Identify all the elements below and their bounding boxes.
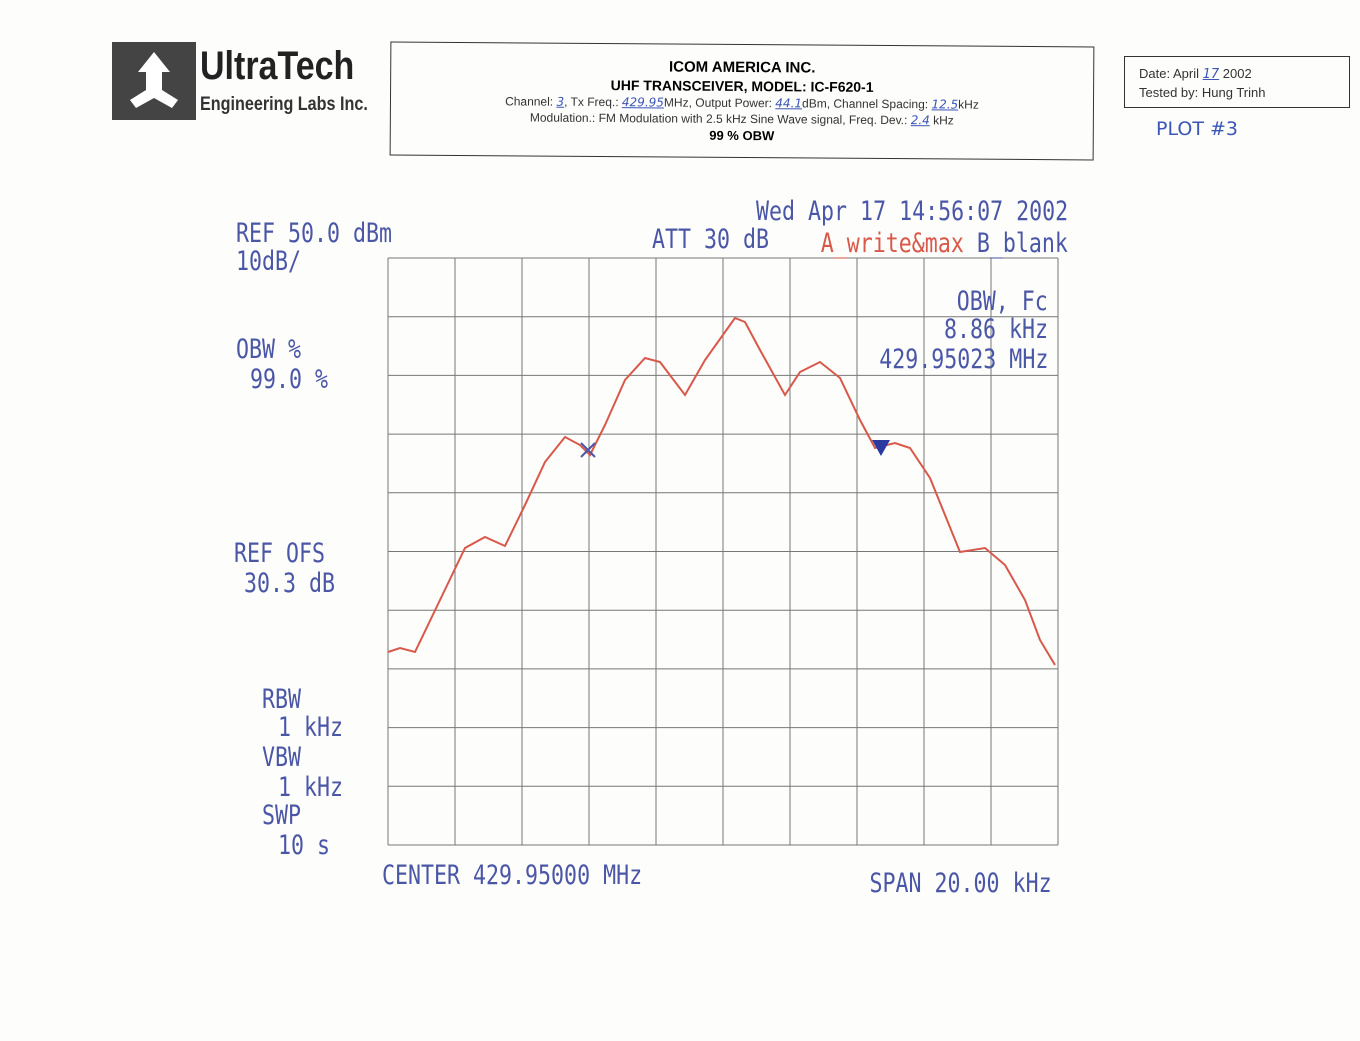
rbw-label: RBW — [262, 684, 302, 715]
swp-label: SWP — [262, 800, 302, 831]
logo-icon — [112, 42, 196, 120]
grid — [387, 257, 1059, 846]
logo-name: UltraTech — [200, 44, 355, 88]
rbw: 1 kHz — [278, 712, 344, 743]
trace-mode: A_write&max B_blank — [821, 228, 1068, 259]
ref-level: REF 50.0 dBm — [236, 218, 393, 249]
obw-pct: 99.0 % — [250, 364, 329, 395]
center: CENTER 429.95000 MHz — [382, 860, 643, 891]
obw-pct-label: OBW % — [236, 334, 302, 365]
obw-fc-label: OBW, Fc — [956, 286, 1048, 317]
value: 2002 — [1222, 66, 1252, 81]
ref-ofs: 30.3 dB — [244, 568, 336, 599]
timestamp: Wed Apr 17 14:56:07 2002 — [755, 196, 1068, 227]
label: Tested by: — [1139, 85, 1199, 100]
trace-a: A_write&max — [820, 228, 964, 259]
marker-x — [580, 442, 596, 458]
label: Date: April — [1139, 66, 1199, 81]
logo-subtitle: Engineering Labs Inc. — [200, 94, 368, 115]
marker-triangle — [872, 440, 890, 456]
swp: 10 s — [278, 830, 331, 861]
trace-b: B_blank — [976, 228, 1068, 259]
tester-line: Tested by: Hung Trinh — [1139, 84, 1349, 102]
date-box: Date: April 17 2002 Tested by: Hung Trin… — [1124, 56, 1350, 108]
date-line: Date: April 17 2002 — [1139, 65, 1349, 84]
trace — [387, 316, 1056, 666]
fc-value: 429.95023 MHz — [878, 344, 1048, 375]
vbw-label: VBW — [262, 742, 302, 773]
vbw: 1 kHz — [278, 772, 344, 803]
span: SPAN 20.00 kHz — [869, 868, 1052, 899]
obw-value: 8.86 kHz — [943, 314, 1048, 345]
attenuation: ATT 30 dB — [652, 224, 770, 255]
plot-number: PLOT #3 — [1156, 118, 1238, 140]
ref-ofs-label: REF OFS — [234, 538, 326, 569]
scale: 10dB/ — [236, 246, 302, 277]
value: 17 — [1202, 67, 1220, 82]
value: Hung Trinh — [1201, 85, 1266, 100]
